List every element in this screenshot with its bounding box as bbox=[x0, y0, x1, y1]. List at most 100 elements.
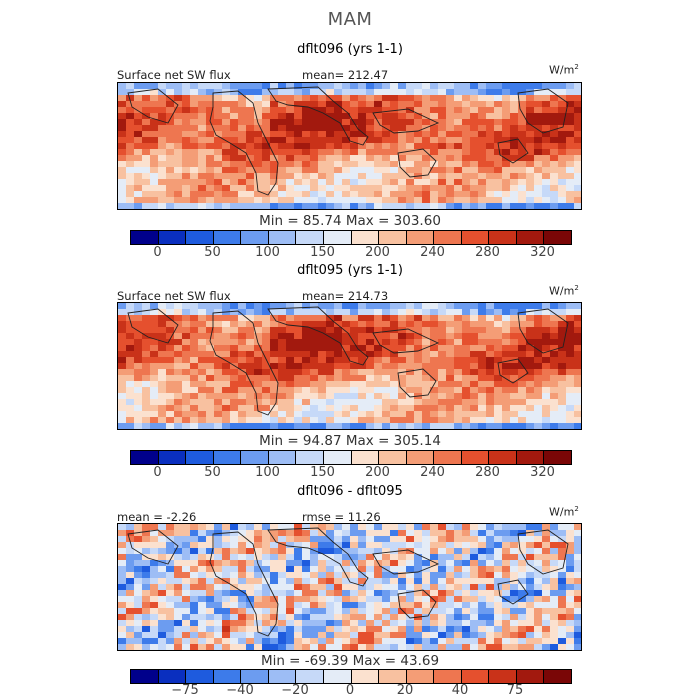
colorbar-tick-label: 50 bbox=[204, 245, 221, 260]
map-cell bbox=[350, 590, 359, 597]
map-cell bbox=[374, 387, 383, 394]
map-cell bbox=[486, 369, 495, 376]
map-cell bbox=[414, 303, 423, 310]
map-cell bbox=[382, 423, 391, 429]
map-cell bbox=[270, 167, 279, 174]
map-cell bbox=[166, 530, 175, 537]
map-cell bbox=[198, 155, 207, 162]
map-cell bbox=[286, 327, 295, 334]
map-cell bbox=[382, 632, 391, 639]
map-cell bbox=[302, 387, 311, 394]
map-cell bbox=[446, 614, 455, 621]
map-cell bbox=[478, 411, 487, 418]
map-cell bbox=[478, 381, 487, 388]
map-cell bbox=[246, 119, 255, 126]
map-cell bbox=[518, 137, 527, 144]
map-cell bbox=[486, 387, 495, 394]
map-cell bbox=[494, 197, 503, 204]
map-cell bbox=[502, 423, 511, 429]
map-cell bbox=[254, 327, 263, 334]
map-cell bbox=[222, 345, 231, 352]
map-cell bbox=[374, 524, 383, 531]
map-cell bbox=[398, 644, 407, 650]
map-cell bbox=[406, 602, 415, 609]
map-cell bbox=[182, 399, 191, 406]
map-cell bbox=[278, 191, 287, 198]
map-cell bbox=[150, 191, 159, 198]
colorbar-tick-label: 200 bbox=[365, 245, 390, 260]
map-cell bbox=[558, 411, 567, 418]
map-cell bbox=[470, 608, 479, 615]
map-cell bbox=[198, 548, 207, 555]
map-cell bbox=[286, 333, 295, 340]
map-cell bbox=[230, 542, 239, 549]
map-cell bbox=[166, 644, 175, 650]
map-cell bbox=[174, 155, 183, 162]
map-cell bbox=[214, 83, 223, 90]
map-cell bbox=[430, 339, 439, 346]
map-cell bbox=[454, 590, 463, 597]
map-cell bbox=[134, 155, 143, 162]
map-cell bbox=[478, 536, 487, 543]
map-cell bbox=[214, 191, 223, 198]
map-cell bbox=[286, 167, 295, 174]
map-cell bbox=[422, 626, 431, 633]
map-cell bbox=[550, 578, 559, 585]
map-cell bbox=[462, 608, 471, 615]
map-cell bbox=[574, 417, 581, 424]
map-cell bbox=[406, 423, 415, 429]
map-cell bbox=[422, 197, 431, 204]
map-cell bbox=[278, 560, 287, 567]
map-cell bbox=[470, 327, 479, 334]
map-cell bbox=[510, 417, 519, 424]
map-cell bbox=[470, 345, 479, 352]
map-cell bbox=[350, 321, 359, 328]
map-cell bbox=[422, 381, 431, 388]
map-cell bbox=[166, 548, 175, 555]
map-cell bbox=[174, 363, 183, 370]
map-cell bbox=[502, 89, 511, 96]
map-cell bbox=[550, 614, 559, 621]
map-cell bbox=[222, 405, 231, 412]
map-cell bbox=[286, 101, 295, 108]
map-cell bbox=[334, 578, 343, 585]
map-cell bbox=[542, 333, 551, 340]
map-cell bbox=[262, 197, 271, 204]
map-cell bbox=[190, 101, 199, 108]
map-cell bbox=[534, 203, 543, 209]
map-cell bbox=[254, 303, 263, 310]
map-cell bbox=[150, 614, 159, 621]
map-cell bbox=[310, 351, 319, 358]
map-cell bbox=[358, 173, 367, 180]
map-cell bbox=[134, 554, 143, 561]
map-cell bbox=[454, 542, 463, 549]
map-cell bbox=[430, 369, 439, 376]
map-cell bbox=[238, 530, 247, 537]
map-cell bbox=[558, 327, 567, 334]
panel-1-minmax: Min = 85.74 Max = 303.60 bbox=[259, 213, 441, 229]
map-cell bbox=[230, 566, 239, 573]
map-cell bbox=[486, 566, 495, 573]
map-cell bbox=[294, 143, 303, 150]
map-cell bbox=[286, 191, 295, 198]
map-cell bbox=[142, 161, 151, 168]
map-cell bbox=[150, 632, 159, 639]
map-cell bbox=[310, 542, 319, 549]
map-cell bbox=[318, 155, 327, 162]
map-cell bbox=[118, 626, 127, 633]
map-cell bbox=[126, 399, 135, 406]
map-cell bbox=[342, 339, 351, 346]
map-cell bbox=[318, 125, 327, 132]
map-cell bbox=[534, 339, 543, 346]
map-cell bbox=[286, 620, 295, 627]
map-cell bbox=[526, 596, 535, 603]
map-cell bbox=[422, 536, 431, 543]
map-cell bbox=[398, 107, 407, 114]
map-cell bbox=[566, 345, 575, 352]
map-cell bbox=[558, 590, 567, 597]
map-cell bbox=[326, 584, 335, 591]
map-cell bbox=[342, 596, 351, 603]
map-cell bbox=[334, 548, 343, 555]
map-cell bbox=[142, 375, 151, 382]
map-cell bbox=[382, 119, 391, 126]
